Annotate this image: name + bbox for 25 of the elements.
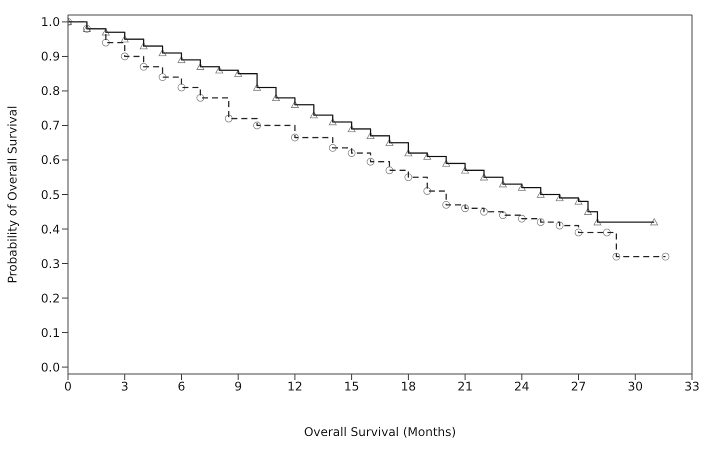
y-axis-title: Probability of Overall Survival (5, 106, 20, 284)
x-tick-label: 27 (570, 380, 586, 394)
x-tick-label: 0 (64, 380, 72, 394)
x-tick-label: 9 (234, 380, 242, 394)
x-tick-label: 30 (628, 380, 643, 394)
y-tick-label: 0.3 (40, 256, 60, 271)
x-tick-label: 6 (178, 380, 186, 394)
y-tick-label: 0.2 (40, 291, 60, 306)
y-tick-label: 0.1 (40, 326, 60, 340)
y-tick-label: 0.5 (40, 188, 60, 202)
x-tick-label: 21 (457, 380, 473, 394)
y-tick-label: 0.8 (40, 84, 60, 98)
y-tick-label: 0.0 (40, 360, 60, 374)
x-tick-label: 3 (120, 380, 129, 394)
y-tick-label: 0.4 (40, 222, 60, 236)
y-tick-label: 0.9 (40, 50, 60, 64)
y-tick-label: 0.7 (40, 118, 60, 133)
x-tick-label: 12 (287, 380, 303, 394)
y-tick-label: 1.0 (40, 15, 60, 30)
y-tick-label: 0.6 (40, 153, 60, 168)
x-tick-label: 18 (400, 380, 416, 394)
x-tick-label: 24 (514, 380, 530, 394)
x-tick-label: 33 (684, 380, 700, 394)
x-tick-label: 15 (344, 380, 360, 394)
x-axis-title: Overall Survival (Months) (304, 425, 456, 439)
